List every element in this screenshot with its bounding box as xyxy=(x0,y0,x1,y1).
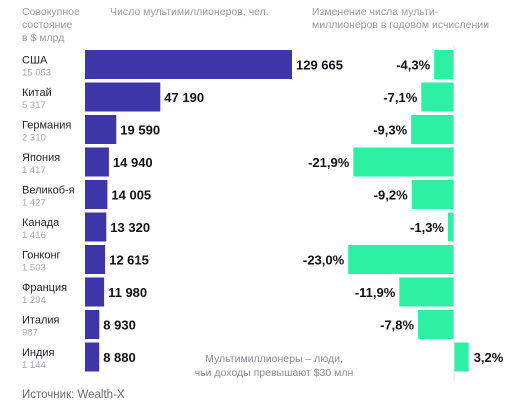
count-value-label: 11 980 xyxy=(108,285,147,300)
wealth-label: 1 427 xyxy=(22,198,46,209)
change-value-label: 3,2% xyxy=(474,350,504,365)
country-label: Германия xyxy=(22,120,71,132)
count-bar xyxy=(85,277,105,307)
change-bar xyxy=(421,82,454,112)
change-value-label: -23,0% xyxy=(303,253,345,268)
country-label: Великоб-я xyxy=(22,185,75,197)
header-wealth-line1: Совокупное xyxy=(22,6,80,18)
country-label: Япония xyxy=(22,152,60,164)
count-value-label: 8 930 xyxy=(103,318,136,333)
count-bar xyxy=(85,147,109,177)
change-value-label: -21,9% xyxy=(308,155,350,170)
change-bar xyxy=(434,50,454,79)
footnote-line2: чьи доходы превышают $30 млн xyxy=(195,367,354,379)
count-value-label: 129 665 xyxy=(296,58,343,73)
footnote-line1: Мультимиллионеры – люди, xyxy=(205,353,343,365)
wealth-label: 1 416 xyxy=(22,230,46,241)
count-value-label: 14 005 xyxy=(111,188,151,203)
count-bar xyxy=(85,212,107,242)
change-bar xyxy=(411,180,454,209)
wealth-label: 15 053 xyxy=(22,68,51,79)
wealth-label: 987 xyxy=(22,328,38,339)
count-bar xyxy=(85,50,292,79)
change-bar xyxy=(348,245,454,274)
change-value-label: -9,2% xyxy=(374,188,408,203)
header-change-line1: Изменение числа мульти- xyxy=(312,6,439,18)
count-value-label: 19 590 xyxy=(120,123,160,138)
header-change-line2: миллионеров в годовом исчислении xyxy=(312,19,489,31)
change-value-label: -9,3% xyxy=(373,123,407,138)
change-bar xyxy=(448,212,454,242)
count-bar xyxy=(85,310,100,339)
country-label: Индия xyxy=(22,347,55,359)
change-bar xyxy=(399,277,454,307)
change-value-label: -11,9% xyxy=(355,285,396,300)
count-bar xyxy=(85,115,117,144)
change-value-label: -4,3% xyxy=(396,58,430,73)
count-value-label: 47 190 xyxy=(164,90,204,105)
count-value-label: 12 615 xyxy=(109,253,149,268)
wealth-label: 1 417 xyxy=(22,165,46,176)
header: Совокупное состояние в $ млрд Число муль… xyxy=(22,6,489,44)
header-count: Число мультимиллионеров, чел. xyxy=(110,6,269,18)
wealth-label: 1 503 xyxy=(22,263,46,274)
wealth-label: 2 310 xyxy=(22,133,46,144)
header-wealth-line3: в $ млрд xyxy=(22,32,64,44)
wealth-label: 1 294 xyxy=(22,295,46,306)
change-bar xyxy=(353,147,454,177)
count-bar xyxy=(85,245,106,274)
country-label: США xyxy=(22,55,48,67)
country-label: Китай xyxy=(22,87,52,99)
change-bar xyxy=(411,115,454,144)
country-label: Канада xyxy=(22,217,60,229)
country-label: Франция xyxy=(22,282,67,294)
source-label: Источник: Wealth-X xyxy=(22,389,125,401)
count-value-label: 8 880 xyxy=(103,350,136,365)
country-label: Гонконг xyxy=(22,250,61,262)
country-label: Италия xyxy=(22,315,60,327)
change-value-label: -7,8% xyxy=(380,318,414,333)
change-value-label: -1,3% xyxy=(410,220,444,235)
count-bar xyxy=(85,342,100,372)
header-wealth-line2: состояние xyxy=(22,19,72,31)
wealth-label: 1 144 xyxy=(22,360,46,371)
change-bar xyxy=(418,310,454,339)
count-value-label: 14 940 xyxy=(113,155,153,170)
count-value-label: 13 320 xyxy=(110,220,150,235)
change-value-label: -7,1% xyxy=(383,90,417,105)
wealth-label: 5 317 xyxy=(22,100,46,111)
count-bar xyxy=(85,180,108,209)
count-bar xyxy=(85,82,161,112)
change-bar xyxy=(454,342,469,372)
